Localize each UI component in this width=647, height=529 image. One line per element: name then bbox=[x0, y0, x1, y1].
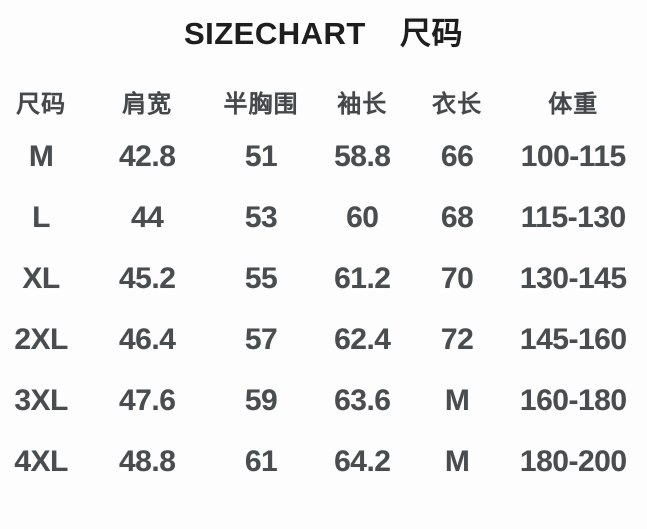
value-cell: 68 bbox=[440, 200, 474, 234]
header-cell-5: 体重 bbox=[548, 90, 599, 118]
value-cell: 47.6 bbox=[118, 383, 176, 417]
value-cell: 61.2 bbox=[334, 261, 391, 295]
size-label-cell: XL bbox=[22, 261, 60, 295]
size-chart-page: SIZECHART 尺码 尺码 肩宽 半胸围 袖长 衣长 体重 M 42.8 51 58.8 66… bbox=[0, 14, 647, 529]
table-body: M 42.8 51 58.8 66 100-115 L 44 53 60 68 115-130 XL 45… bbox=[0, 126, 647, 492]
value-cell: 100-115 bbox=[520, 139, 626, 173]
value-cell: 63.6 bbox=[334, 383, 391, 417]
header-cell-1: 肩宽 bbox=[122, 90, 173, 118]
table-row: XL 45.2 55 61.2 70 130-145 bbox=[0, 248, 647, 309]
header-row: 尺码 肩宽 半胸围 袖长 衣长 体重 bbox=[0, 76, 647, 126]
page-title: SIZECHART 尺码 bbox=[183, 16, 464, 51]
value-cell: 72 bbox=[440, 322, 474, 356]
value-cell: 180-200 bbox=[519, 444, 627, 478]
value-cell: 57 bbox=[244, 322, 278, 356]
value-cell: 59 bbox=[244, 383, 278, 417]
table-row: 3XL 47.6 59 63.6 M 160-180 bbox=[0, 370, 647, 431]
value-cell: 62.4 bbox=[334, 322, 391, 356]
table-row: L 44 53 60 68 115-130 bbox=[0, 187, 647, 248]
table-row: 4XL 48.8 61 64.2 M 180-200 bbox=[0, 431, 647, 492]
size-label-cell: 2XL bbox=[14, 322, 68, 356]
size-table: 尺码 肩宽 半胸围 袖长 衣长 体重 M 42.8 51 58.8 66 100-115 L 44 53 6… bbox=[0, 76, 647, 492]
header-cell-2: 半胸围 bbox=[223, 90, 299, 118]
value-cell: 66 bbox=[440, 139, 474, 173]
value-cell: 58.8 bbox=[334, 139, 391, 173]
header-cell-0: 尺码 bbox=[16, 90, 67, 118]
table-row: M 42.8 51 58.8 66 100-115 bbox=[0, 126, 647, 187]
value-cell: 115-130 bbox=[520, 200, 626, 234]
header-cell-4: 衣长 bbox=[432, 90, 483, 118]
value-cell: 46.4 bbox=[118, 322, 176, 356]
value-cell: 53 bbox=[244, 200, 278, 234]
value-cell: M bbox=[444, 444, 470, 478]
value-cell: 130-145 bbox=[519, 261, 627, 295]
header-cell-3: 袖长 bbox=[337, 90, 388, 118]
value-cell: 61 bbox=[244, 444, 278, 478]
size-label-cell: M bbox=[28, 139, 54, 173]
value-cell: 64.2 bbox=[334, 444, 391, 478]
value-cell: 55 bbox=[244, 261, 278, 295]
value-cell: 160-180 bbox=[519, 383, 627, 417]
value-cell: 44 bbox=[130, 200, 164, 234]
size-label-cell: 4XL bbox=[14, 444, 68, 478]
value-cell: 48.8 bbox=[118, 444, 176, 478]
value-cell: M bbox=[444, 383, 470, 417]
table-row: 2XL 46.4 57 62.4 72 145-160 bbox=[0, 309, 647, 370]
value-cell: 60 bbox=[346, 200, 379, 234]
size-label-cell: 3XL bbox=[14, 383, 68, 417]
value-cell: 45.2 bbox=[118, 261, 176, 295]
size-label-cell: L bbox=[32, 200, 50, 234]
value-cell: 51 bbox=[244, 139, 278, 173]
value-cell: 42.8 bbox=[118, 139, 176, 173]
value-cell: 70 bbox=[440, 261, 474, 295]
value-cell: 145-160 bbox=[519, 322, 627, 356]
